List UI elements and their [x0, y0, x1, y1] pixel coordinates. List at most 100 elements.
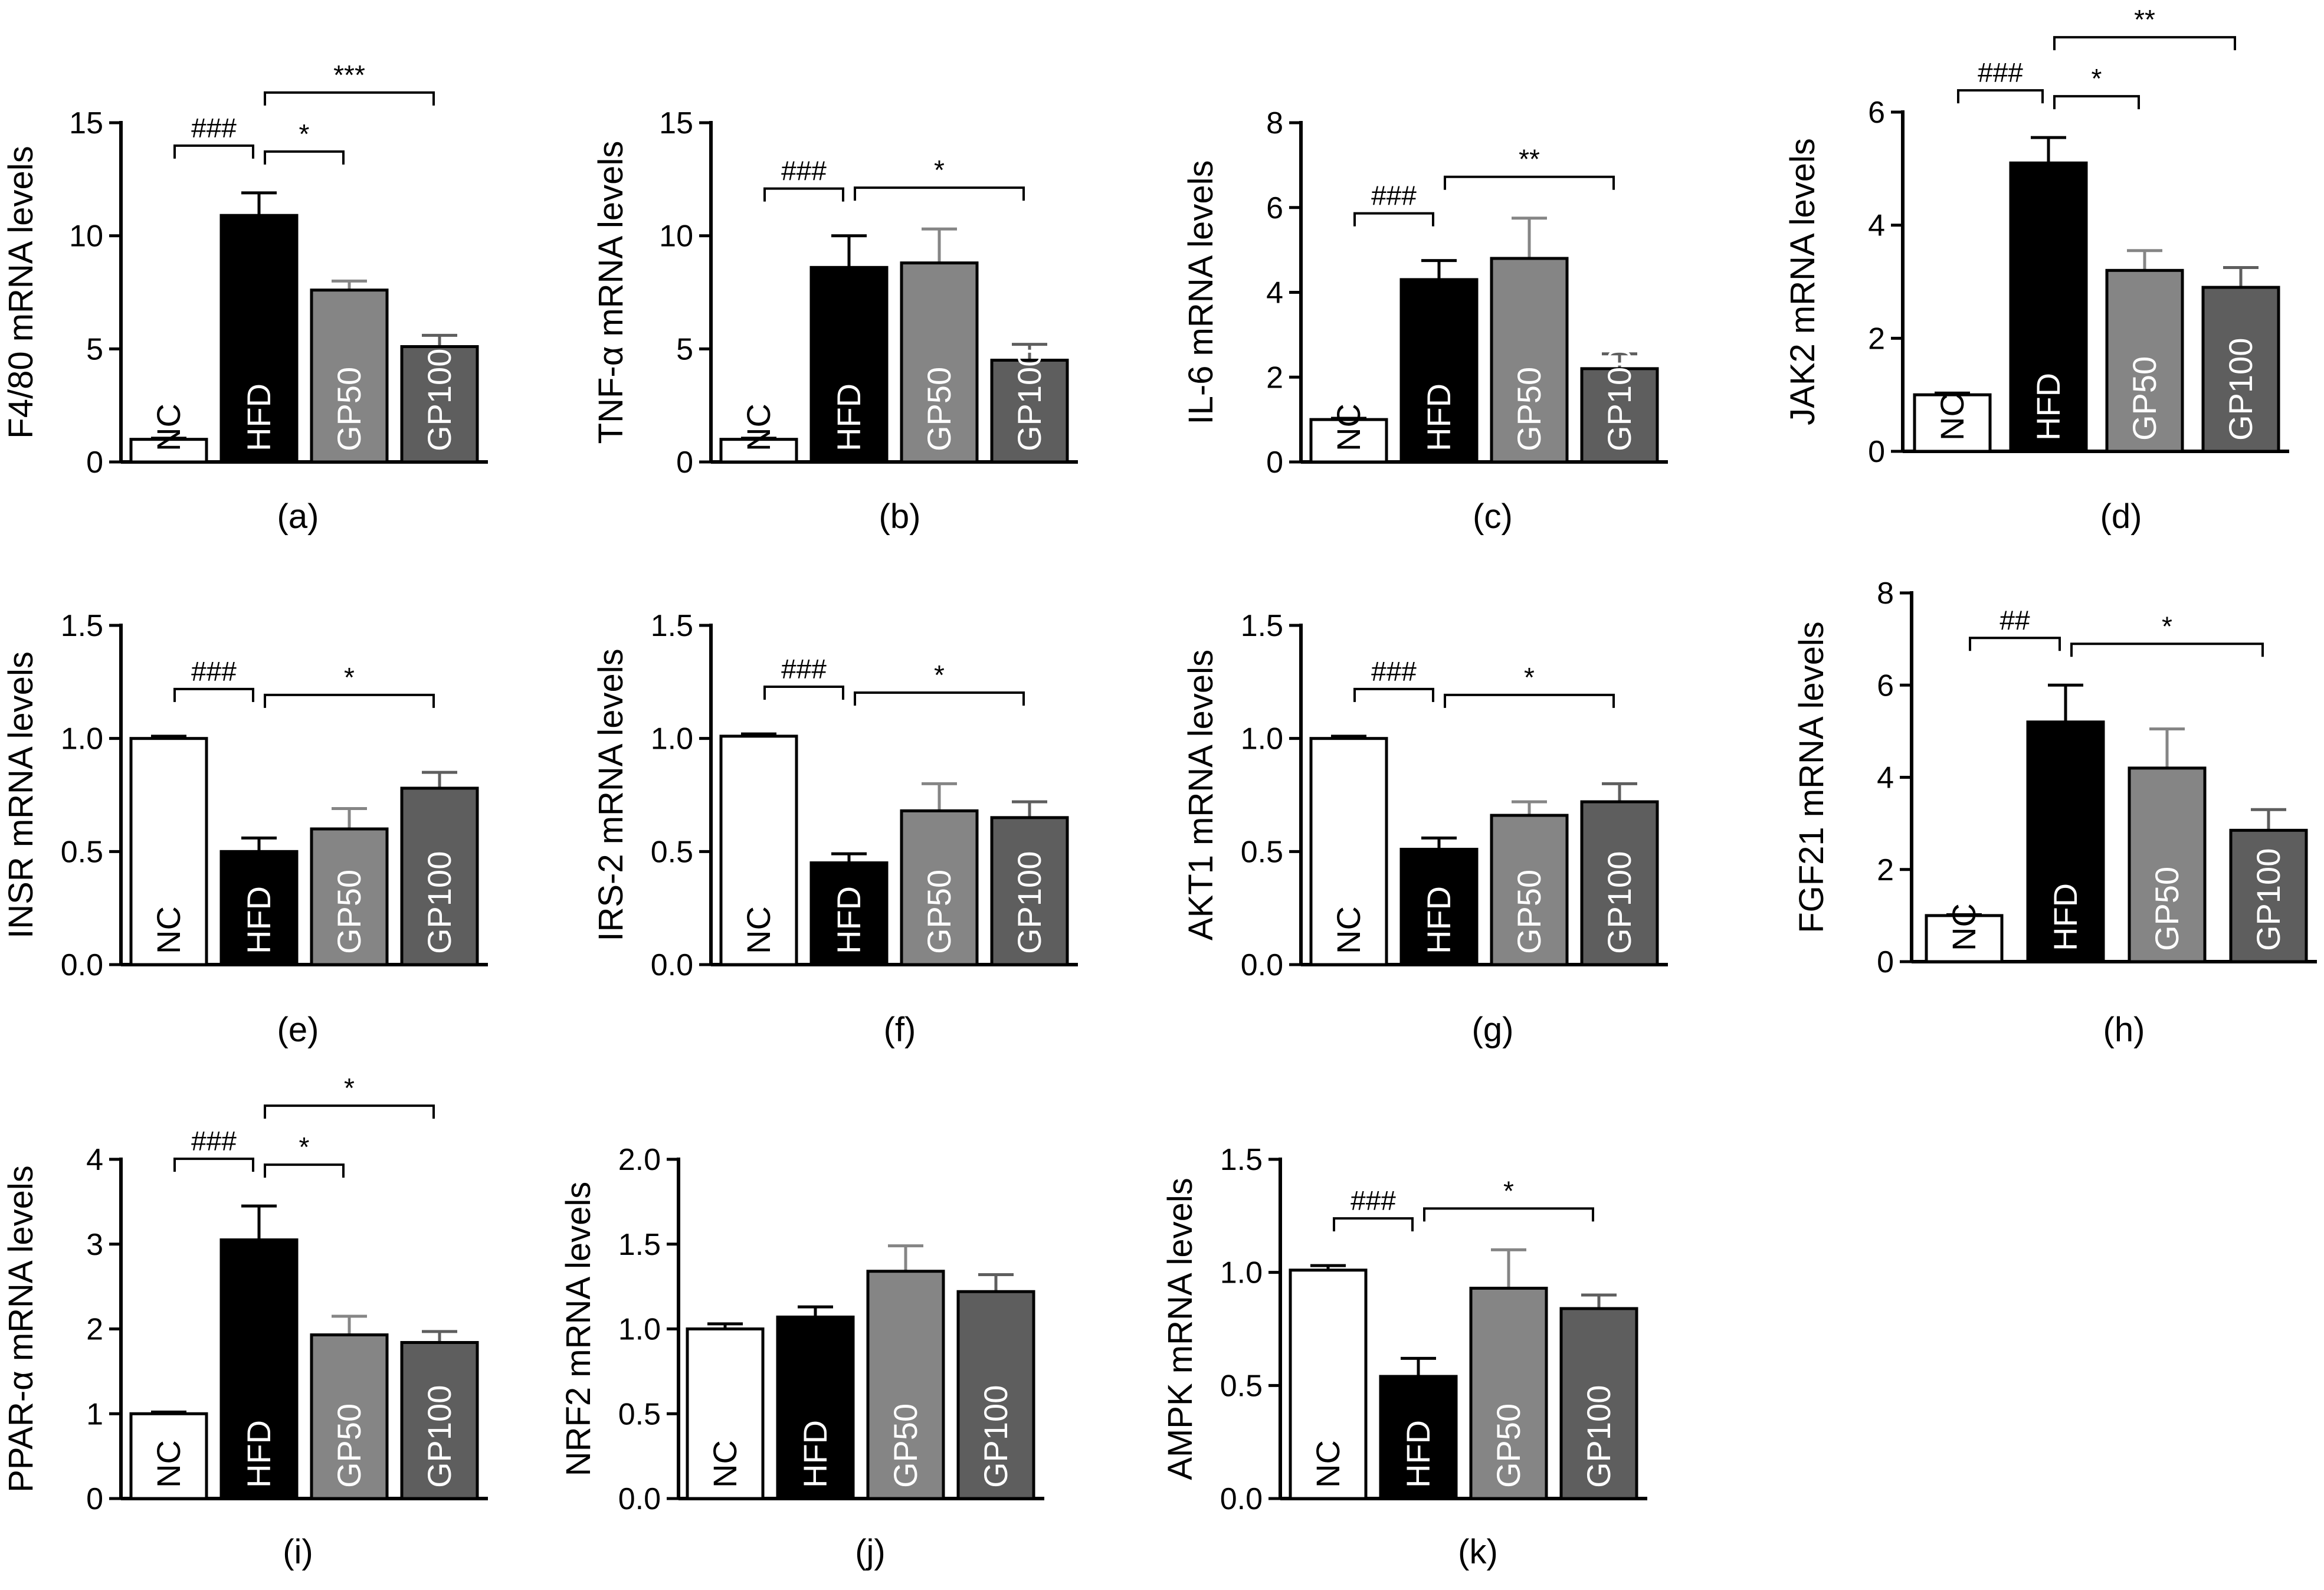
- y-tick-label: 4: [1868, 209, 1885, 243]
- significance-label: *: [934, 155, 945, 185]
- y-tick-label: 0.0: [618, 1482, 661, 1516]
- bar-label-gp100: GP100: [2250, 848, 2287, 951]
- bar-label-hfd: HFD: [240, 886, 277, 954]
- bar-hfd: [2026, 720, 2105, 963]
- bar-label-gp50: GP50: [920, 367, 958, 451]
- significance-bracket: [264, 693, 435, 708]
- bar-label-hfd: HFD: [240, 383, 277, 451]
- bar-gp100: [990, 816, 1069, 966]
- significance-bracket: [264, 1104, 435, 1119]
- bar-label-gp50: GP50: [330, 870, 368, 954]
- bar-hfd: [1399, 278, 1479, 464]
- chart-panel-f: 0.0 0.5 1.0 1.5 IRS-2 mRNA levels NC HFD GP50 GP…: [592, 609, 1078, 1049]
- bar-hfd: [776, 1315, 855, 1500]
- significance-bracket: [763, 187, 844, 202]
- y-tick-label: 6: [1877, 668, 1894, 703]
- bar-hfd: [219, 850, 299, 966]
- y-axis-title: TNF-α mRNA levels: [592, 141, 630, 444]
- bar-label-gp100: GP100: [2222, 338, 2259, 441]
- bar-nc: [1309, 418, 1388, 464]
- y-tick-label: 1.5: [1220, 1143, 1263, 1177]
- bar-label-gp100: GP100: [421, 851, 458, 954]
- y-axis-title: FGF21 mRNA levels: [1792, 621, 1831, 933]
- bar-label-hfd: HFD: [240, 1420, 277, 1488]
- y-tick-label: 1.5: [1241, 609, 1283, 643]
- chart-panel-b: 0 5 10 15 TNF-α mRNA levels NC HFD GP50 GP100 ###…: [592, 106, 1078, 536]
- y-axis-title: PPAR-α mRNA levels: [2, 1165, 40, 1493]
- bar-nc: [719, 735, 798, 966]
- y-tick-label: 1.0: [61, 722, 103, 756]
- bar-gp50: [1490, 257, 1569, 464]
- y-tick-label: 1.0: [1241, 722, 1283, 756]
- significance-label: *: [1503, 1175, 1514, 1206]
- bar-nc: [1913, 393, 1992, 453]
- y-tick-label: 0.0: [1220, 1482, 1263, 1516]
- significance-label: *: [2092, 63, 2102, 94]
- bar-label-hfd: HFD: [830, 886, 867, 954]
- bar-nc: [129, 737, 208, 966]
- y-tick-label: 15: [659, 106, 693, 140]
- bar-label-gp100: GP100: [421, 1385, 458, 1488]
- bar-hfd: [219, 214, 299, 464]
- significance-bracket: [1353, 212, 1434, 227]
- bar-label-gp100: GP100: [977, 1385, 1014, 1488]
- significance-label: ###: [191, 113, 237, 143]
- bar-label-gp50: GP50: [1510, 870, 1548, 954]
- y-tick-label: 8: [1877, 576, 1894, 611]
- bar-label-hfd: HFD: [830, 383, 867, 451]
- chart-panel-j: 0.0 0.5 1.0 1.5 2.0 NRF2 mRNA levels NC HFD GP50…: [559, 1143, 1044, 1571]
- y-tick-label: 0: [676, 445, 693, 480]
- bar-label-nc: NC: [740, 906, 777, 954]
- significance-label: ###: [191, 1126, 237, 1156]
- significance-label: ***: [333, 60, 365, 90]
- panel-caption: (b): [879, 497, 921, 536]
- significance-label: ###: [1978, 57, 2023, 88]
- bar-nc: [129, 1412, 208, 1500]
- bar-label-hfd: HFD: [2047, 883, 2084, 951]
- bar-gp100: [2229, 828, 2308, 963]
- significance-bracket: [854, 691, 1025, 706]
- bar-label-nc: NC: [1330, 404, 1367, 451]
- significance-label: *: [934, 660, 945, 690]
- bar-label-hfd: HFD: [796, 1420, 834, 1488]
- y-tick-label: 5: [676, 332, 693, 366]
- bar-label-hfd: HFD: [2030, 373, 2067, 441]
- bar-label-gp50: GP50: [1490, 1404, 1527, 1488]
- bar-hfd: [2009, 161, 2088, 453]
- bar-hfd: [1379, 1375, 1458, 1500]
- y-tick-label: 0: [86, 445, 103, 480]
- significance-bracket: [763, 686, 844, 700]
- bar-gp100: [400, 345, 479, 464]
- y-tick-label: 1.5: [651, 609, 693, 643]
- y-tick-label: 1.5: [61, 609, 103, 643]
- bar-label-nc: NC: [150, 906, 187, 954]
- y-tick-label: 2: [1266, 360, 1283, 395]
- chart-panel-e: 0.0 0.5 1.0 1.5 INSR mRNA levels NC HFD GP50 GP1…: [2, 609, 488, 1049]
- chart-panel-h: 0 2 4 6 8 FGF21 mRNA levels NC HFD GP50 GP100 ## * (…: [1792, 576, 2317, 1049]
- bar-gp100: [990, 359, 1069, 464]
- significance-label: ###: [191, 656, 237, 687]
- y-tick-label: 10: [659, 219, 693, 254]
- bar-label-nc: NC: [150, 404, 187, 451]
- y-tick-label: 2: [86, 1313, 103, 1347]
- bar-label-nc: NC: [706, 1440, 743, 1488]
- panel-caption: (f): [884, 1011, 916, 1049]
- bar-label-nc: NC: [150, 1440, 187, 1488]
- y-axis-title: IL-6 mRNA levels: [1182, 160, 1220, 424]
- significance-bracket: [1969, 637, 2061, 651]
- bar-gp50: [310, 289, 389, 464]
- bar-label-gp50: GP50: [330, 1404, 368, 1488]
- bar-gp50: [866, 1270, 945, 1500]
- bar-gp100: [400, 786, 479, 966]
- bar-nc: [1309, 737, 1388, 966]
- bar-gp50: [2128, 766, 2207, 963]
- bar-gp50: [310, 827, 389, 966]
- bar-label-hfd: HFD: [1399, 1420, 1437, 1488]
- y-tick-label: 1.0: [651, 722, 693, 756]
- bar-label-hfd: HFD: [1420, 383, 1457, 451]
- significance-label: *: [299, 1132, 310, 1162]
- bar-label-gp50: GP50: [330, 367, 368, 451]
- panel-caption: (h): [2103, 1011, 2145, 1049]
- y-tick-label: 0: [1868, 435, 1885, 469]
